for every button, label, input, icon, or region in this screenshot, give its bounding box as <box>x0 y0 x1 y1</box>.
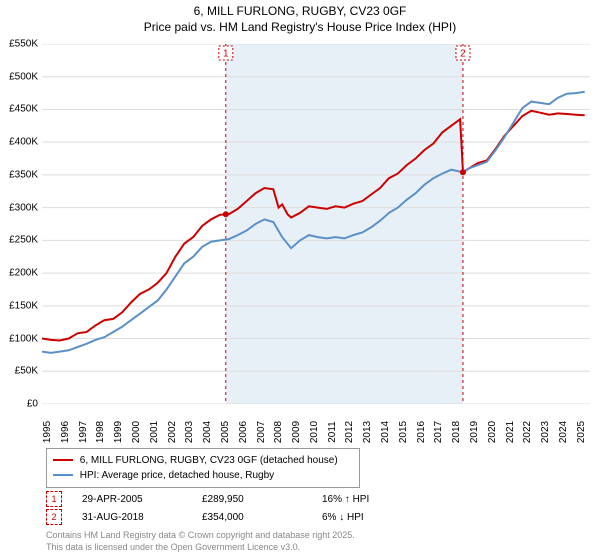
legend-row-2: HPI: Average price, detached house, Rugb… <box>53 468 353 483</box>
x-tick-label: 2001 <box>149 421 160 443</box>
legend-label-1: 6, MILL FURLONG, RUGBY, CV23 0GF (detach… <box>80 455 338 466</box>
marker-delta: 6% ↓ HPI <box>322 512 442 523</box>
y-tick-label: £500K <box>9 71 38 82</box>
x-tick-label: 2005 <box>220 421 231 443</box>
y-axis-labels: £0£50K£100K£150K£200K£250K£300K£350K£400… <box>0 44 42 404</box>
x-tick-label: 2013 <box>362 421 373 443</box>
svg-text:1: 1 <box>223 49 229 60</box>
x-tick-label: 1997 <box>78 421 89 443</box>
x-tick-label: 2004 <box>202 421 213 443</box>
marker-id-box: 1 <box>46 491 62 507</box>
title-line1: 6, MILL FURLONG, RUGBY, CV23 0GF <box>0 4 600 20</box>
x-tick-label: 2016 <box>416 421 427 443</box>
x-tick-label: 1996 <box>60 421 71 443</box>
x-axis-labels: 1995 1996 1997 1998 1999 2000 2001 2002 2003 2004… <box>42 406 590 446</box>
marker-row: 1 29-APR-2005£289,95016% ↑ HPI <box>46 490 442 508</box>
x-tick-label: 2007 <box>256 421 267 443</box>
x-tick-label: 2022 <box>522 421 533 443</box>
y-tick-label: £200K <box>9 268 38 279</box>
chart-svg: 12 <box>42 44 590 404</box>
marker-id-box: 2 <box>46 509 62 525</box>
x-tick-label: 2018 <box>451 421 462 443</box>
y-tick-label: £0 <box>27 399 38 410</box>
marker-price: £354,000 <box>202 512 322 523</box>
x-tick-label: 2014 <box>380 421 391 443</box>
x-tick-label: 2006 <box>238 421 249 443</box>
y-tick-label: £300K <box>9 202 38 213</box>
title-line2: Price paid vs. HM Land Registry's House … <box>0 20 600 36</box>
y-tick-label: £400K <box>9 137 38 148</box>
legend-row-1: 6, MILL FURLONG, RUGBY, CV23 0GF (detach… <box>53 453 353 468</box>
y-tick-label: £50K <box>15 366 38 377</box>
x-tick-label: 2015 <box>398 421 409 443</box>
x-tick-label: 2008 <box>273 421 284 443</box>
copyright-line2: This data is licensed under the Open Gov… <box>46 542 355 554</box>
x-tick-label: 2000 <box>131 421 142 443</box>
y-tick-label: £450K <box>9 104 38 115</box>
legend-label-2: HPI: Average price, detached house, Rugb… <box>80 470 274 481</box>
marker-date: 29-APR-2005 <box>82 494 202 505</box>
y-tick-label: £150K <box>9 300 38 311</box>
legend: 6, MILL FURLONG, RUGBY, CV23 0GF (detach… <box>46 448 360 488</box>
marker-table: 1 29-APR-2005£289,95016% ↑ HPI 2 31-AUG-201… <box>46 490 442 526</box>
legend-swatch-1 <box>53 459 73 461</box>
x-tick-label: 2012 <box>344 421 355 443</box>
marker-date: 31-AUG-2018 <box>82 512 202 523</box>
copyright-line1: Contains HM Land Registry data © Crown c… <box>46 530 355 542</box>
x-tick-label: 2011 <box>327 421 338 443</box>
x-tick-label: 1998 <box>95 421 106 443</box>
x-tick-label: 1995 <box>42 421 53 443</box>
y-tick-label: £100K <box>9 333 38 344</box>
chart-area: 12 <box>42 44 590 404</box>
x-tick-label: 1999 <box>113 421 124 443</box>
x-tick-label: 2021 <box>505 421 516 443</box>
y-tick-label: £250K <box>9 235 38 246</box>
y-tick-label: £550K <box>9 39 38 50</box>
copyright: Contains HM Land Registry data © Crown c… <box>46 530 355 553</box>
x-tick-label: 2025 <box>576 421 587 443</box>
y-tick-label: £350K <box>9 169 38 180</box>
legend-swatch-2 <box>53 474 73 476</box>
x-tick-label: 2023 <box>540 421 551 443</box>
x-tick-label: 2003 <box>184 421 195 443</box>
svg-text:2: 2 <box>460 49 466 60</box>
x-tick-label: 2017 <box>433 421 444 443</box>
chart-title: 6, MILL FURLONG, RUGBY, CV23 0GF Price p… <box>0 0 600 35</box>
x-tick-label: 2024 <box>558 421 569 443</box>
x-tick-label: 2010 <box>309 421 320 443</box>
x-tick-label: 2019 <box>469 421 480 443</box>
marker-price: £289,950 <box>202 494 322 505</box>
x-tick-label: 2009 <box>291 421 302 443</box>
marker-delta: 16% ↑ HPI <box>322 494 442 505</box>
marker-row: 2 31-AUG-2018£354,0006% ↓ HPI <box>46 508 442 526</box>
x-tick-label: 2020 <box>487 421 498 443</box>
x-tick-label: 2002 <box>167 421 178 443</box>
